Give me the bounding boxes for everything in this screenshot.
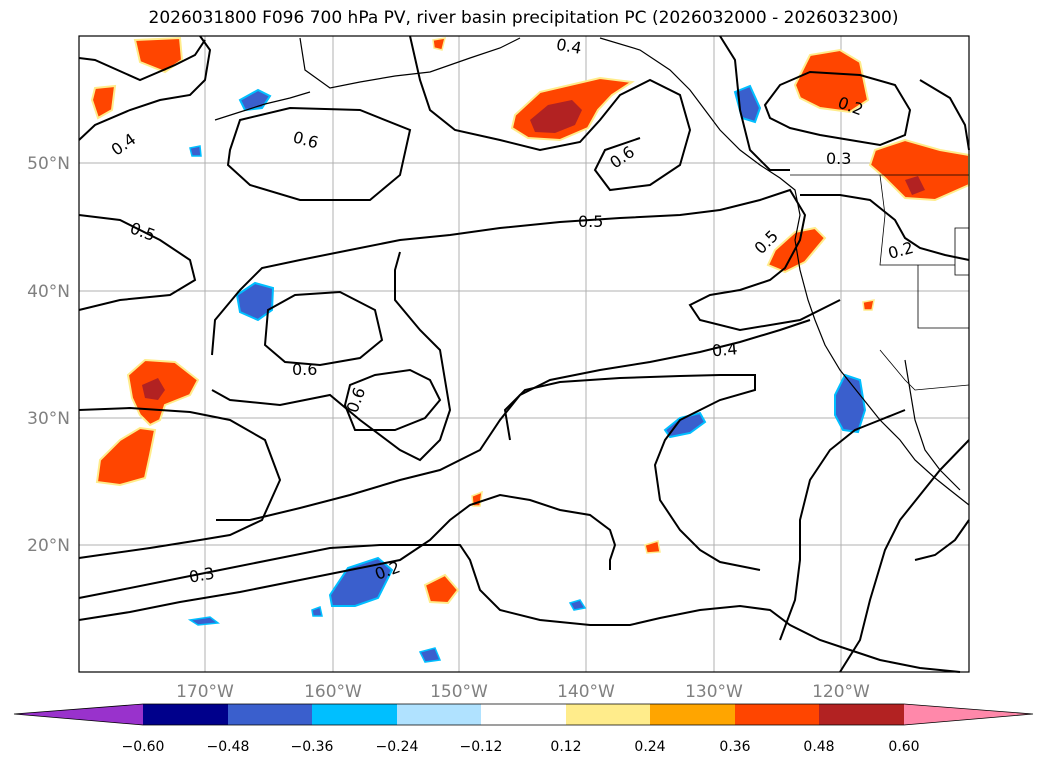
colorbar-bin: [312, 704, 397, 725]
contour-label: 0.6: [292, 360, 317, 379]
lat-label-40n: 40°N: [27, 282, 70, 302]
precip-strong-positive-area: [905, 176, 925, 195]
colorbar-bin: [650, 704, 735, 725]
precip-positive-area: [644, 540, 661, 554]
colorbar-tick-label: −0.48: [207, 739, 250, 755]
colorbar-tick-label: 0.60: [888, 739, 919, 755]
precip-positive-area: [432, 37, 447, 51]
pv-contour: [839, 439, 970, 673]
colorbar-tick-label: −0.60: [122, 739, 165, 755]
pv-contour: [263, 290, 384, 367]
precip-shading: [90, 36, 970, 663]
pv-contours: [78, 35, 970, 673]
colorbar-extend-low: [14, 704, 143, 725]
precip-negative-area: [187, 616, 220, 626]
border-states: [879, 174, 955, 266]
lon-label-140w: 140°W: [557, 682, 615, 702]
colorbar-tick-label: 0.12: [550, 739, 581, 755]
precip-negative-area: [328, 556, 394, 607]
precip-strong-positive-area: [142, 378, 165, 400]
map-title: 2026031800 F096 700 hPa PV, river basin …: [148, 8, 899, 28]
lon-label-130w: 130°W: [685, 682, 743, 702]
coastlines: [214, 37, 970, 506]
colorbar-bin: [143, 704, 228, 725]
pv-contour: [216, 319, 811, 521]
map-area: [79, 36, 969, 672]
precip-positive-area: [95, 426, 157, 487]
pv-contour: [719, 35, 790, 171]
colorbar-outline: [13, 703, 1034, 726]
map-border: [78, 35, 970, 673]
pv-contour: [211, 188, 841, 356]
lat-label-20n: 20°N: [27, 536, 70, 556]
colorbar-bin: [735, 704, 819, 725]
coastline-north-america: [599, 37, 970, 506]
precip-negative-area: [568, 599, 587, 611]
precip-negative-area: [663, 411, 707, 439]
pv-contour: [779, 409, 906, 641]
contour-label: 0.3: [826, 149, 851, 168]
colorbar-tick-label: 0.36: [719, 739, 750, 755]
precip-positive-area: [423, 573, 460, 605]
coastline-baja: [904, 359, 961, 491]
colorbar-tick-label: −0.12: [460, 739, 503, 755]
pv-contour: [78, 493, 617, 621]
pv-contour: [503, 374, 761, 571]
pv-contour: [226, 106, 412, 201]
colorbar-tick-label: 0.24: [634, 739, 665, 755]
pv-contour: [919, 79, 970, 151]
coastline-alaska: [299, 37, 521, 89]
precip-negative-area: [418, 647, 442, 663]
pv-contour: [409, 35, 692, 192]
lon-label-170w: 170°W: [176, 682, 234, 702]
pv-contour: [78, 214, 197, 311]
lat-label-50n: 50°N: [27, 154, 70, 174]
colorbar: −0.60 −0.48 −0.36 −0.24 −0.12 0.12 0.24 …: [13, 703, 1034, 755]
precip-negative-area: [235, 281, 275, 322]
gridlines: [79, 36, 969, 672]
colorbar-bin: [481, 704, 566, 725]
colorbar-extend-high: [904, 704, 1033, 725]
colorbar-tick-label: 0.48: [803, 739, 834, 755]
pv-contour: [78, 544, 961, 673]
colorbar-bin: [819, 704, 904, 725]
pv-contour: [343, 368, 442, 431]
pv-contour: [211, 251, 452, 462]
precip-negative-area: [311, 605, 323, 617]
pv-contour: [800, 194, 970, 261]
precip-strong-positive-area: [530, 100, 582, 133]
colorbar-tick-label: −0.36: [291, 739, 334, 755]
colorbar-bin: [566, 704, 650, 725]
precip-positive-area: [862, 299, 875, 311]
colorbar-bin: [397, 704, 481, 725]
borders: [790, 174, 970, 391]
precip-positive-area: [90, 84, 117, 120]
precip-negative-area: [189, 145, 202, 157]
contour-label: 0.5: [578, 212, 603, 231]
pv-contour: [78, 35, 212, 141]
precip-negative-area: [834, 373, 867, 434]
precip-positive-area: [868, 138, 970, 202]
pv-contour: [78, 39, 206, 82]
border-us-mexico: [879, 349, 970, 391]
contour-label: 0.4: [711, 339, 738, 360]
coastline-aleutians: [214, 91, 311, 121]
lon-label-150w: 150°W: [430, 682, 488, 702]
contour-label: 0.4: [555, 35, 583, 58]
contour-label: 0.3: [188, 564, 216, 587]
colorbar-bin: [228, 704, 312, 725]
colorbar-tick-label: −0.24: [376, 739, 419, 755]
pv-contour: [914, 519, 970, 561]
pv-contour: [763, 70, 912, 147]
precip-positive-area: [793, 48, 870, 114]
lon-label-160w: 160°W: [304, 682, 362, 702]
lat-label-30n: 30°N: [27, 409, 70, 429]
border-states: [917, 265, 969, 329]
pv-contour: [78, 406, 282, 559]
lon-label-120w: 120°W: [812, 682, 870, 702]
